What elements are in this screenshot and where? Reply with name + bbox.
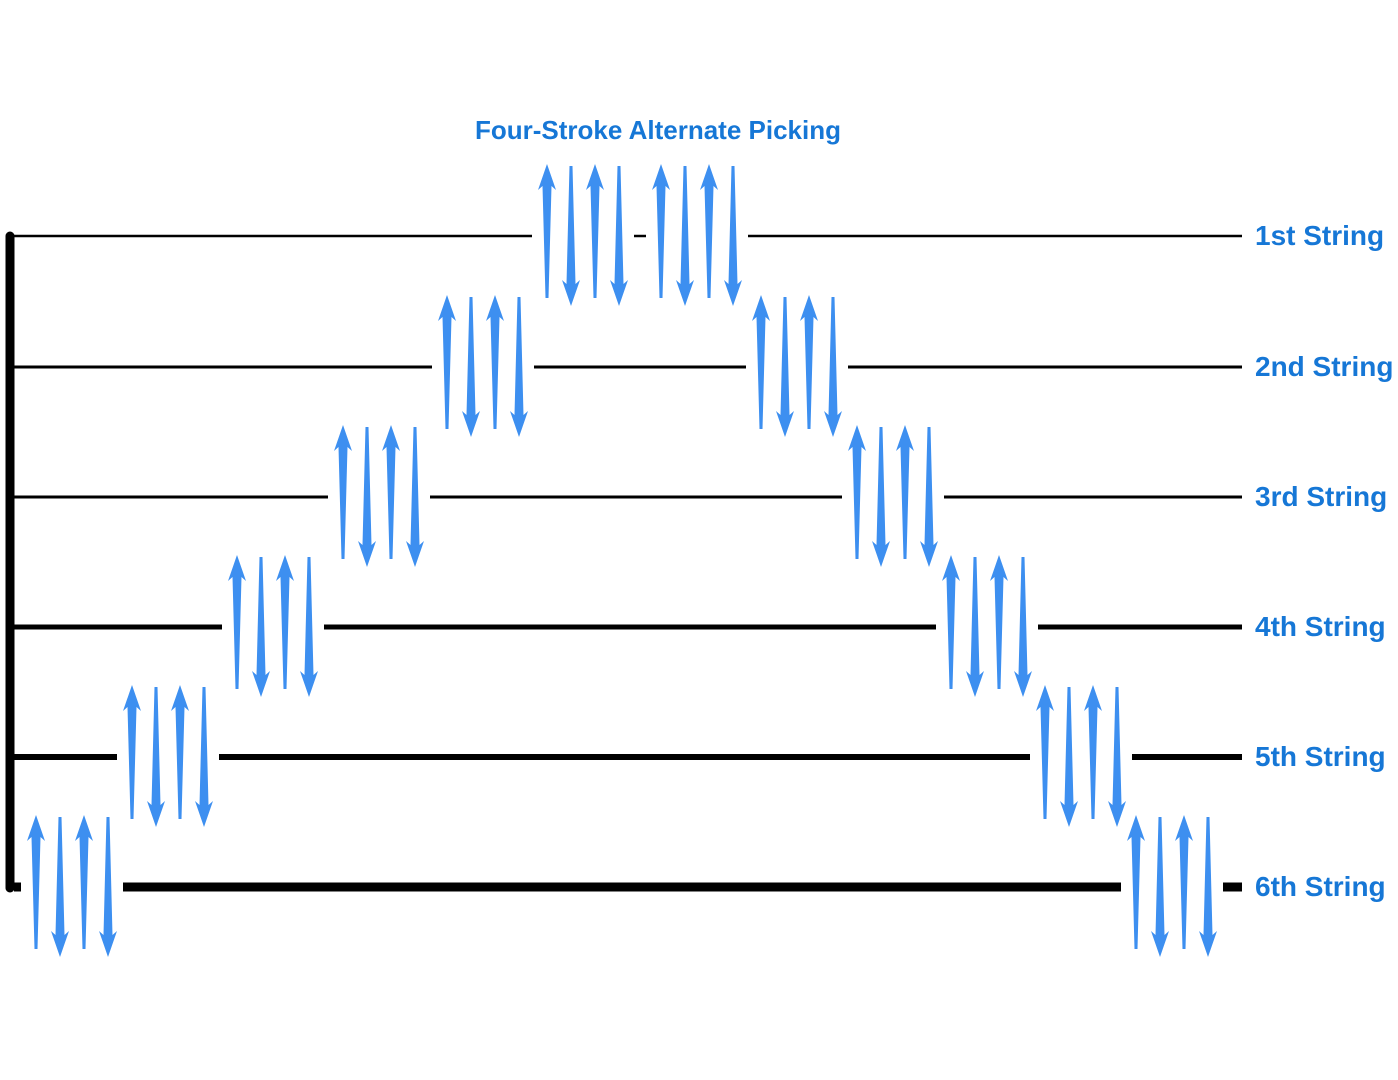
upstroke-arrow-icon [800, 295, 818, 429]
string-label: 4th String [1255, 611, 1386, 642]
downstroke-arrow-icon [51, 817, 69, 957]
upstroke-arrow-icon [586, 164, 604, 298]
stroke-group [848, 425, 938, 567]
downstroke-arrow-icon [406, 427, 424, 567]
downstroke-arrow-icon [252, 557, 270, 697]
downstroke-arrow-icon [1199, 817, 1217, 957]
upstroke-arrow-icon [171, 685, 189, 819]
stroke-group [1127, 815, 1217, 957]
downstroke-arrow-icon [920, 427, 938, 567]
string-label: 5th String [1255, 741, 1386, 772]
downstroke-arrow-icon [1014, 557, 1032, 697]
upstroke-arrow-icon [942, 555, 960, 689]
upstroke-arrow-icon [990, 555, 1008, 689]
stroke-group [652, 164, 742, 306]
string-lines [14, 234, 1242, 892]
arrow-groups [27, 164, 1217, 957]
upstroke-arrow-icon [700, 164, 718, 298]
upstroke-arrow-icon [27, 815, 45, 949]
string-label: 6th String [1255, 871, 1386, 902]
upstroke-arrow-icon [75, 815, 93, 949]
diagram-title: Four-Stroke Alternate Picking [475, 115, 841, 145]
downstroke-arrow-icon [195, 687, 213, 827]
downstroke-arrow-icon [147, 687, 165, 827]
downstroke-arrow-icon [676, 166, 694, 306]
upstroke-arrow-icon [752, 295, 770, 429]
upstroke-arrow-icon [652, 164, 670, 298]
stroke-group [228, 555, 318, 697]
string-label: 1st String [1255, 220, 1384, 251]
upstroke-arrow-icon [1084, 685, 1102, 819]
downstroke-arrow-icon [99, 817, 117, 957]
string-label: 3rd String [1255, 481, 1387, 512]
upstroke-arrow-icon [438, 295, 456, 429]
downstroke-arrow-icon [724, 166, 742, 306]
upstroke-arrow-icon [486, 295, 504, 429]
downstroke-arrow-icon [462, 297, 480, 437]
downstroke-arrow-icon [1151, 817, 1169, 957]
stroke-group [1036, 685, 1126, 827]
stroke-group [752, 295, 842, 437]
downstroke-arrow-icon [872, 427, 890, 567]
upstroke-arrow-icon [848, 425, 866, 559]
downstroke-arrow-icon [966, 557, 984, 697]
stroke-group [438, 295, 528, 437]
stroke-group [123, 685, 213, 827]
downstroke-arrow-icon [358, 427, 376, 567]
upstroke-arrow-icon [1036, 685, 1054, 819]
stroke-group [942, 555, 1032, 697]
string-labels: 1st String 2nd String 3rd String 4th String… [1255, 220, 1393, 902]
downstroke-arrow-icon [776, 297, 794, 437]
stroke-group [538, 164, 628, 306]
downstroke-arrow-icon [562, 166, 580, 306]
upstroke-arrow-icon [538, 164, 556, 298]
upstroke-arrow-icon [123, 685, 141, 819]
stroke-group [334, 425, 424, 567]
string-label: 2nd String [1255, 351, 1393, 382]
stroke-group [27, 815, 117, 957]
upstroke-arrow-icon [1175, 815, 1193, 949]
downstroke-arrow-icon [1108, 687, 1126, 827]
downstroke-arrow-icon [1060, 687, 1078, 827]
downstroke-arrow-icon [300, 557, 318, 697]
upstroke-arrow-icon [276, 555, 294, 689]
upstroke-arrow-icon [896, 425, 914, 559]
downstroke-arrow-icon [824, 297, 842, 437]
upstroke-arrow-icon [1127, 815, 1145, 949]
upstroke-arrow-icon [228, 555, 246, 689]
downstroke-arrow-icon [610, 166, 628, 306]
upstroke-arrow-icon [382, 425, 400, 559]
downstroke-arrow-icon [510, 297, 528, 437]
upstroke-arrow-icon [334, 425, 352, 559]
